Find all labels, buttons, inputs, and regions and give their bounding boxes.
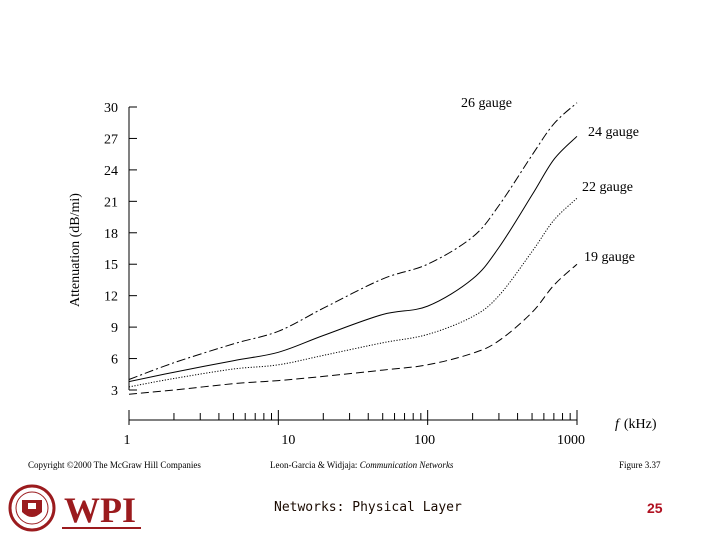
series-label: 24 gauge xyxy=(588,125,639,140)
y-tick-label: 12 xyxy=(104,290,118,305)
wpi-logo: WPI xyxy=(8,484,141,532)
y-tick-label: 9 xyxy=(111,321,118,336)
x-tick-label: 1000 xyxy=(557,433,585,448)
y-tick-label: 27 xyxy=(104,132,118,147)
y-tick-label: 21 xyxy=(104,195,118,210)
y-tick-label: 6 xyxy=(111,353,118,368)
citation: Leon-Garcia & Widjaja: Communication Net… xyxy=(270,460,453,470)
seal-icon xyxy=(8,484,56,532)
series-line-22-gauge xyxy=(128,197,578,388)
page-number: 25 xyxy=(647,500,663,516)
svg-text:WPI: WPI xyxy=(64,490,136,530)
citation-title: Communication Networks xyxy=(359,460,454,470)
series-line-19-gauge xyxy=(128,263,578,395)
x-tick-label: 1 xyxy=(124,433,131,448)
x-tick-label: 100 xyxy=(414,433,435,448)
y-tick-label: 24 xyxy=(104,164,118,179)
y-tick-label: 3 xyxy=(111,384,118,399)
y-axis-label: Attenuation (dB/mi) xyxy=(68,193,83,307)
citation-authors: Leon-Garcia & Widjaja: xyxy=(270,460,358,470)
chart-labels: 3 6 9 12 15 18 21 24 27 30 1 10 100 1000 Attenuation (… xyxy=(68,96,657,448)
chart-axes xyxy=(128,106,578,425)
series-line-24-gauge xyxy=(128,135,578,383)
y-tick-label: 30 xyxy=(104,101,118,116)
y-tick-label: 15 xyxy=(104,258,118,273)
x-tick-label: 10 xyxy=(281,433,295,448)
y-tick-label: 18 xyxy=(104,227,118,242)
series-label: 19 gauge xyxy=(584,250,635,265)
copyright-text: Copyright ©2000 The McGraw Hill Companie… xyxy=(28,460,201,470)
series-label: 22 gauge xyxy=(582,180,633,195)
series-label: 26 gauge xyxy=(461,96,512,111)
figure-number: Figure 3.37 xyxy=(619,460,661,470)
series-line-26-gauge xyxy=(128,102,578,380)
x-axis-label: f (kHz) xyxy=(615,417,657,432)
slide-title: Networks: Physical Layer xyxy=(274,500,462,515)
series-lines xyxy=(128,102,578,395)
